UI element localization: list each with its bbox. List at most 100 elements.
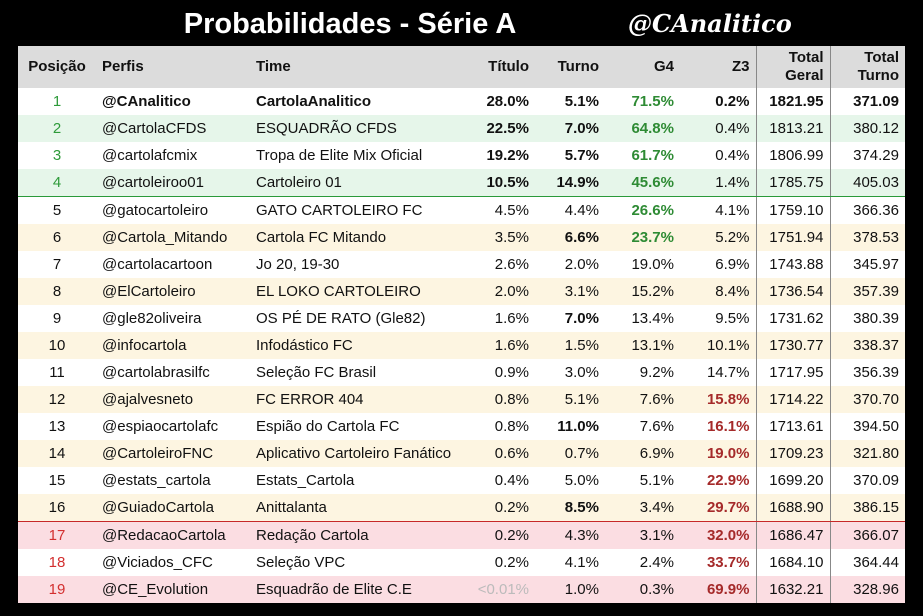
table-cell: 26.6% [605,196,680,224]
column-header: Total Turno [829,46,905,88]
table-row: 8 @ElCartoleiro EL LOKO CARTOLEIRO 2.0% 3.1%… [18,278,905,305]
table-cell: 14.7% [680,359,756,386]
table-cell: Redação Cartola [250,521,470,549]
table-cell: @cartolabrasilfc [96,359,250,386]
table-cell: 64.8% [605,115,680,142]
table-cell: 16 [18,494,96,522]
table-cell: 0.4% [470,467,535,494]
table-cell: <0.01% [470,576,535,603]
table-cell: 338.37 [829,332,905,359]
table-cell: 394.50 [829,413,905,440]
table-cell: 8.5% [535,494,605,522]
table-cell: 19 [18,576,96,603]
table-cell: 28.0% [470,88,535,115]
table-row: 16 @GuiadoCartola Anittalanta 0.2% 8.5% 3.4% 2… [18,494,905,522]
table-cell: 1813.21 [755,115,830,142]
table-cell: 1743.88 [755,251,830,278]
table-cell: Esquadrão de Elite C.E [250,576,470,603]
table-cell: 6.6% [535,224,605,251]
table-cell: 1699.20 [755,467,830,494]
table-cell: 10 [18,332,96,359]
table-cell: 0.7% [535,440,605,467]
table-cell: 0.4% [680,142,756,169]
table-cell: 1785.75 [755,169,830,197]
table-cell: 7.6% [605,386,680,413]
table-cell: 3.0% [535,359,605,386]
table-cell: 6 [18,224,96,251]
table-cell: 380.39 [829,305,905,332]
table-cell: @CartoleiroFNC [96,440,250,467]
table-cell: 0.2% [470,549,535,576]
table-cell: GATO CARTOLEIRO FC [250,196,470,224]
table-cell: @ElCartoleiro [96,278,250,305]
table-cell: @gatocartoleiro [96,196,250,224]
table-cell: 1730.77 [755,332,830,359]
table-cell: 3.5% [470,224,535,251]
table-cell: 3.1% [605,521,680,549]
table-cell: 5.7% [535,142,605,169]
table-cell: 356.39 [829,359,905,386]
table-cell: ESQUADRÃO CFDS [250,115,470,142]
table-cell: 2 [18,115,96,142]
table-cell: Infodástico FC [250,332,470,359]
table-cell: 11 [18,359,96,386]
table-cell: 5 [18,196,96,224]
table-cell: 22.9% [680,467,756,494]
table-cell: 366.36 [829,196,905,224]
header-row: Posição Perfis Time Título Turno G4 Z3 Total Ge… [18,46,905,88]
table-row: 6 @Cartola_Mitando Cartola FC Mitando 3.5% 6… [18,224,905,251]
table-cell: FC ERROR 404 [250,386,470,413]
table-cell: 364.44 [829,549,905,576]
table-cell: 0.8% [470,413,535,440]
table-cell: Tropa de Elite Mix Oficial [250,142,470,169]
table-cell: @RedacaoCartola [96,521,250,549]
table-cell: 1686.47 [755,521,830,549]
table-cell: 7.0% [535,305,605,332]
table-cell: 19.0% [680,440,756,467]
table-cell: 1.6% [470,305,535,332]
table-cell: 16.1% [680,413,756,440]
table-cell: EL LOKO CARTOLEIRO [250,278,470,305]
table-cell: 1717.95 [755,359,830,386]
table-cell: 1736.54 [755,278,830,305]
table-cell: Espião do Cartola FC [250,413,470,440]
table-cell: 1806.99 [755,142,830,169]
table-cell: 1731.62 [755,305,830,332]
column-header: G4 [605,46,680,88]
table-cell: 7.0% [535,115,605,142]
table-cell: Jo 20, 19-30 [250,251,470,278]
table-cell: 3.1% [535,278,605,305]
table-cell: 1713.61 [755,413,830,440]
table-row: 4 @cartoleiroo01 Cartoleiro 01 10.5% 14.9% 45… [18,169,905,197]
table-row: 17 @RedacaoCartola Redação Cartola 0.2% 4.3%… [18,521,905,549]
table-cell: @CE_Evolution [96,576,250,603]
table-cell: 4 [18,169,96,197]
column-header: Título [470,46,535,88]
table-row: 10 @infocartola Infodástico FC 1.6% 1.5% 13.1… [18,332,905,359]
table-cell: 6.9% [680,251,756,278]
table-cell: 13.1% [605,332,680,359]
table-cell: Aplicativo Cartoleiro Fanático [250,440,470,467]
table-cell: 14.9% [535,169,605,197]
table-cell: 19.2% [470,142,535,169]
table-row: 12 @ajalvesneto FC ERROR 404 0.8% 5.1% 7.6% 15… [18,386,905,413]
table-cell: @CAnalitico [96,88,250,115]
table-cell: 370.70 [829,386,905,413]
table-cell: @infocartola [96,332,250,359]
table-cell: 4.5% [470,196,535,224]
table-cell: @estats_cartola [96,467,250,494]
table-row: 1 @CAnalitico CartolaAnalitico 28.0% 5.1% 71.… [18,88,905,115]
table-cell: Estats_Cartola [250,467,470,494]
table-cell: Cartola FC Mitando [250,224,470,251]
table-cell: 4.3% [535,521,605,549]
table-row: 19 @CE_Evolution Esquadrão de Elite C.E <0.… [18,576,905,603]
table-cell: 4.4% [535,196,605,224]
table-cell: 328.96 [829,576,905,603]
table-cell: @espiaocartolafc [96,413,250,440]
table-cell: 3 [18,142,96,169]
table-cell: 19.0% [605,251,680,278]
table-cell: 23.7% [605,224,680,251]
table-cell: @cartolacartoon [96,251,250,278]
standings-table: Posição Perfis Time Título Turno G4 Z3 Total Ge… [18,46,905,603]
table-cell: 405.03 [829,169,905,197]
